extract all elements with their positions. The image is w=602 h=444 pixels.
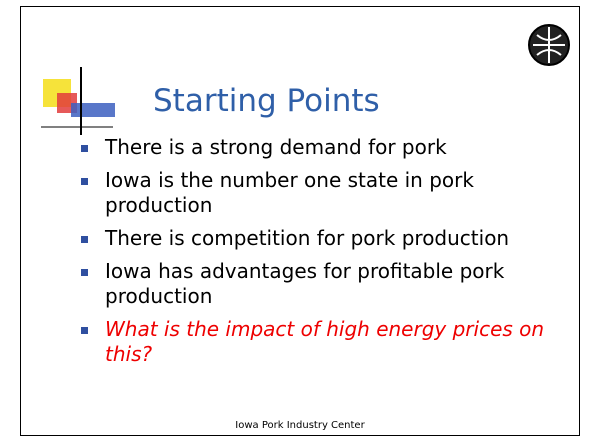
decor — [41, 67, 115, 135]
bullet: Iowa is the number one state in pork pro… — [81, 168, 561, 218]
logo — [528, 24, 570, 66]
bullet-list: There is a strong demand for pork Iowa is… — [81, 135, 561, 375]
bullet: There is a strong demand for pork — [81, 135, 561, 160]
bullet: There is competition for pork production — [81, 226, 561, 251]
footer: Iowa Pork Industry Center — [235, 420, 365, 431]
slide: Starting Points There is a strong demand… — [20, 6, 580, 436]
slide-title: Starting Points — [153, 83, 380, 119]
bullet: Iowa has advantages for profitable pork … — [81, 259, 561, 309]
bullet: What is the impact of high energy prices… — [81, 317, 561, 367]
